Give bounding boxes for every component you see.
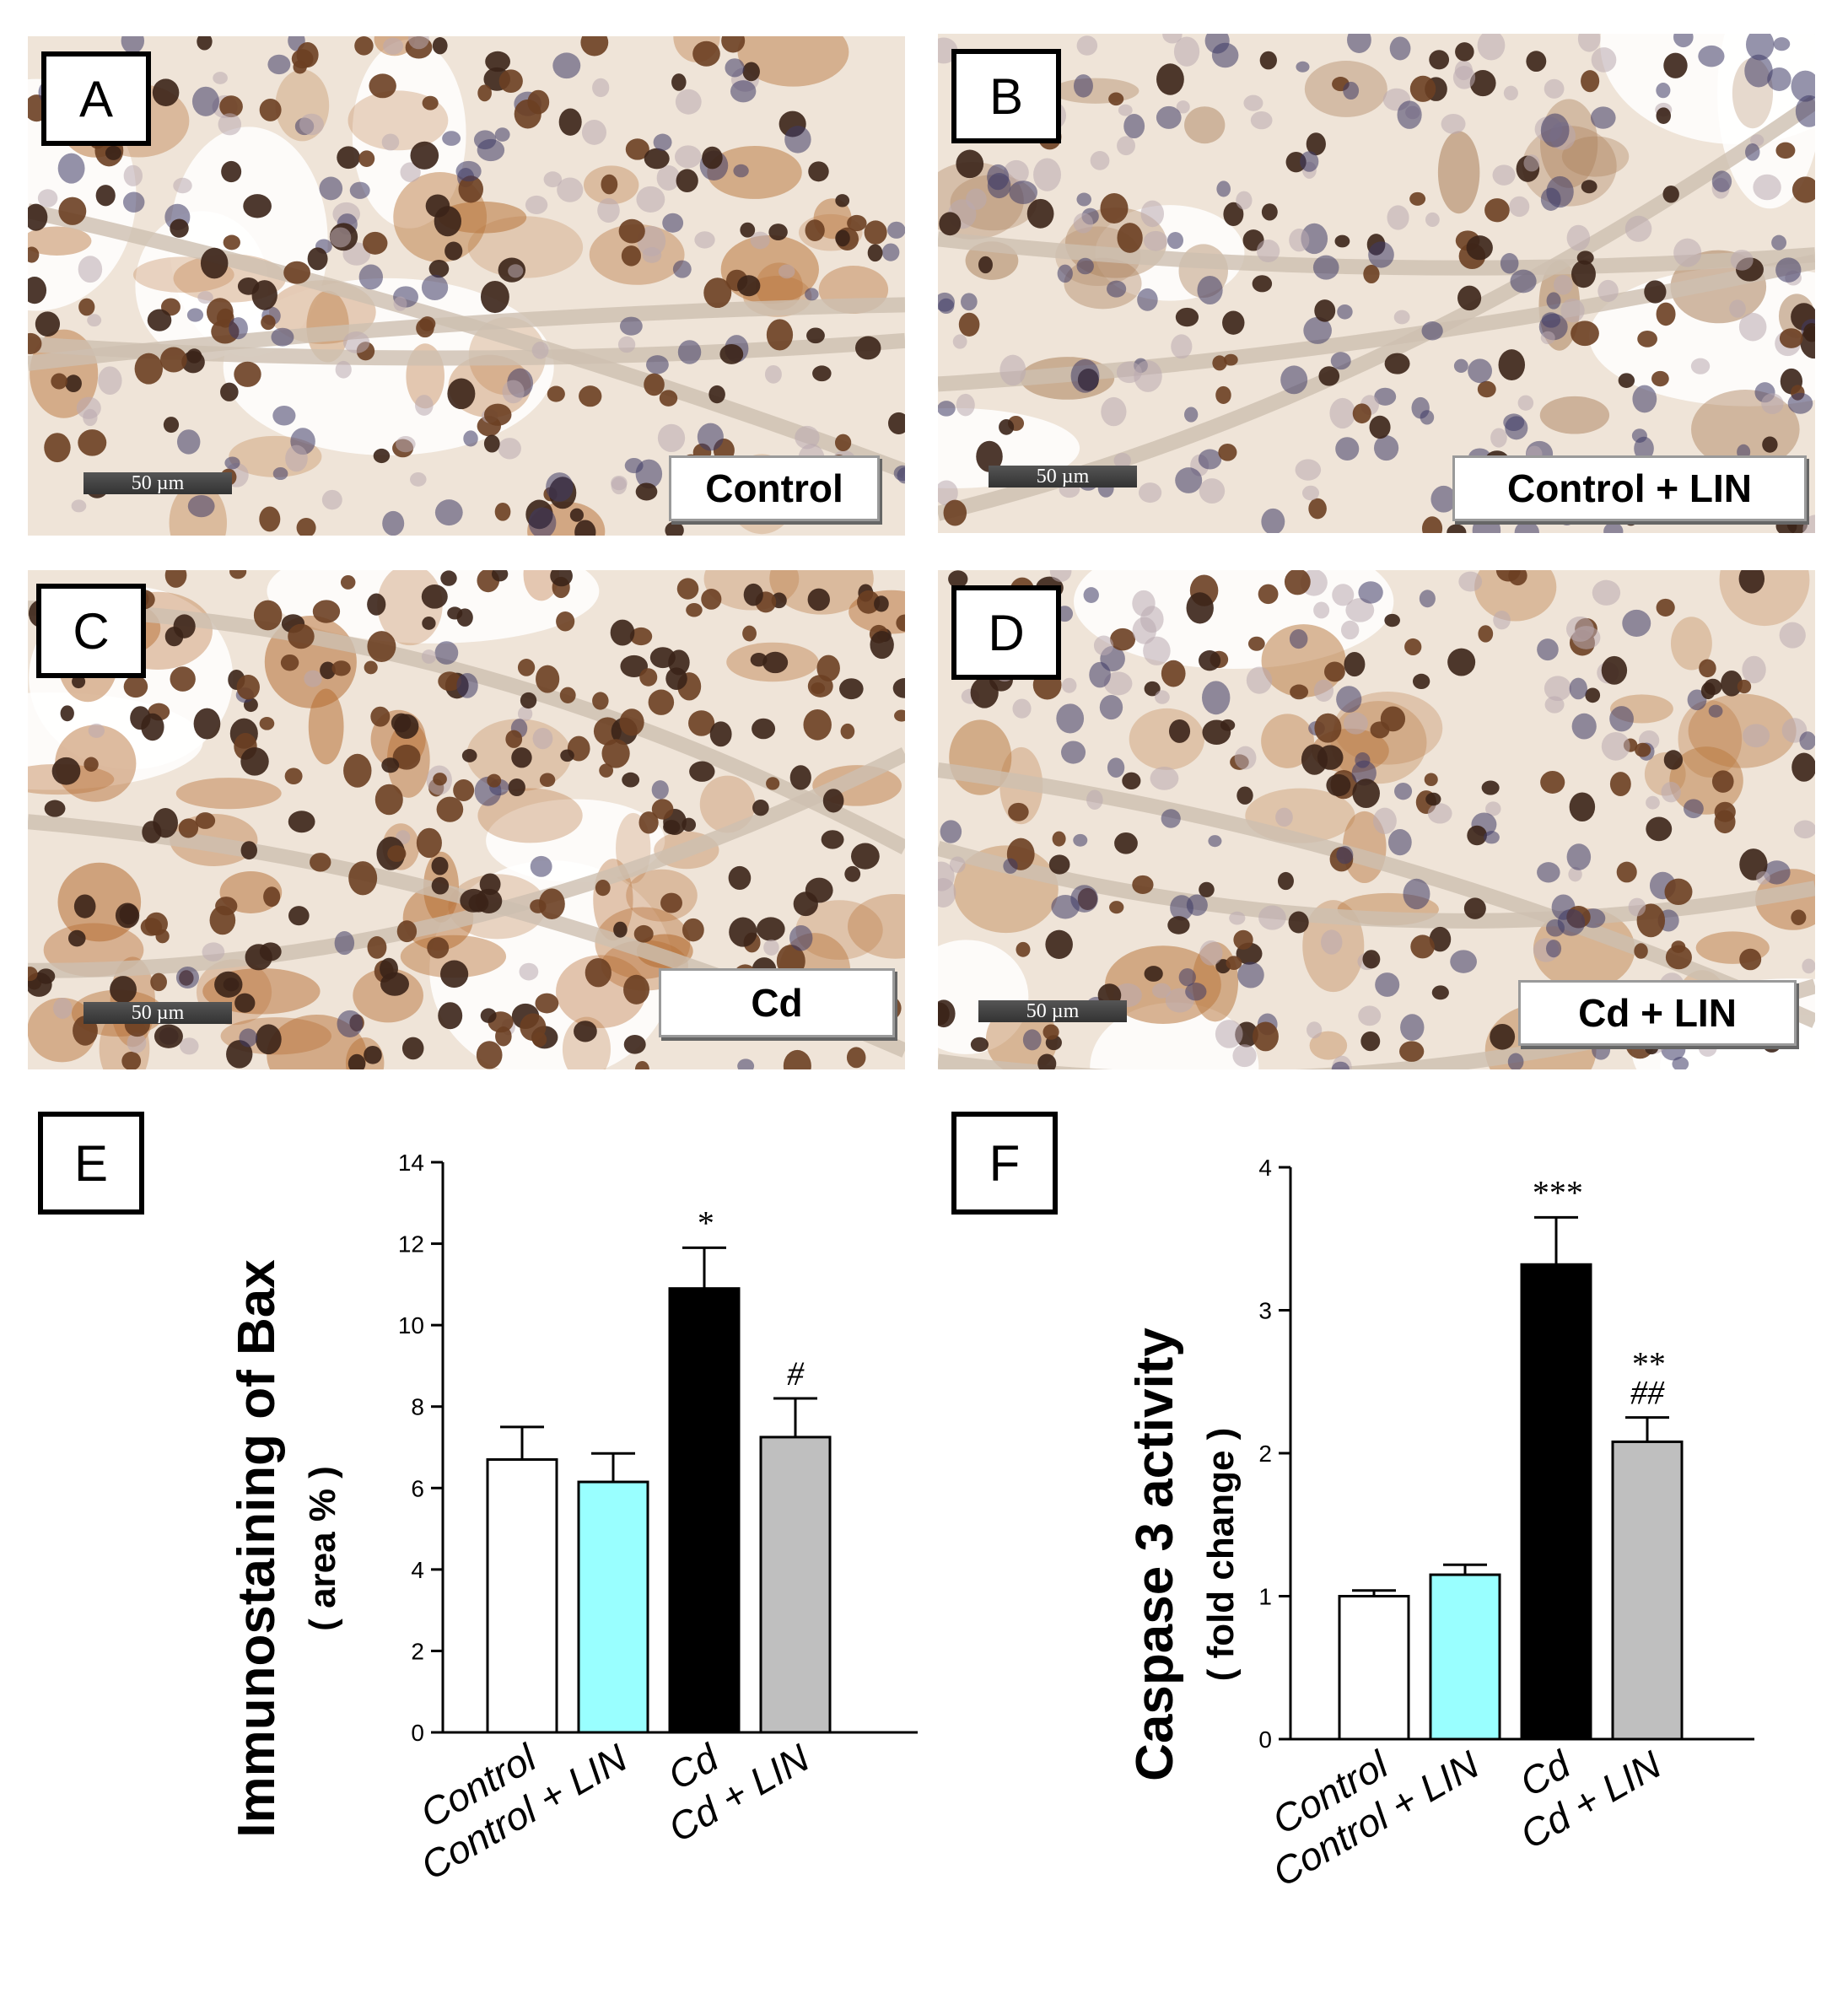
y-tick-label: 0 — [1258, 1726, 1272, 1753]
bar-control-lin — [577, 1480, 649, 1734]
y-tick-label: 12 — [398, 1231, 424, 1258]
scale-bar-d: 50 µm — [978, 1000, 1127, 1022]
bar-cd — [668, 1287, 741, 1734]
group-label-a: Control — [669, 455, 880, 521]
bar-control — [486, 1457, 558, 1734]
y-axis-sublabel: ( area % ) — [302, 1466, 343, 1631]
significance-mark: ** — [1630, 1345, 1664, 1383]
bar-cd-lin — [1611, 1440, 1684, 1741]
group-label-b: Control + LIN — [1452, 455, 1807, 521]
scale-bar-a: 50 µm — [84, 472, 232, 494]
panel-letter-d: D — [951, 585, 1061, 680]
bar-cd-lin — [759, 1435, 832, 1734]
bar-control-lin — [1429, 1573, 1501, 1741]
micrograph-a-texture — [28, 36, 905, 536]
y-tick-label: 14 — [398, 1150, 424, 1176]
micrograph-b-texture — [938, 34, 1815, 533]
panel-letter-e: E — [38, 1112, 144, 1215]
panel-letter-f: F — [951, 1112, 1058, 1215]
y-tick-label: 2 — [411, 1638, 424, 1664]
y-tick-label: 2 — [1258, 1441, 1272, 1467]
micrograph-c-texture — [28, 570, 905, 1069]
significance-mark: # — [787, 1355, 805, 1392]
panel-letter-c: C — [36, 584, 146, 678]
y-tick-label: 10 — [398, 1312, 424, 1339]
y-tick-label: 0 — [411, 1720, 424, 1746]
y-axis-label: Immunostaining of Bax — [228, 1259, 286, 1838]
significance-mark: ## — [1630, 1374, 1665, 1412]
micrograph-c: C 50 µm Cd — [28, 570, 905, 1069]
micrograph-d: D 50 µm Cd + LIN — [938, 570, 1815, 1069]
significance-mark: *** — [1531, 1173, 1581, 1211]
group-label-c: Cd — [659, 968, 895, 1037]
bar-control — [1338, 1595, 1410, 1741]
micrograph-b: B 50 µm Control + LIN — [938, 34, 1815, 533]
significance-mark: * — [696, 1204, 713, 1242]
y-tick-label: 8 — [411, 1394, 424, 1420]
scale-bar-c: 50 µm — [84, 1002, 232, 1024]
scale-bar-b: 50 µm — [989, 466, 1137, 487]
group-label-d: Cd + LIN — [1518, 980, 1797, 1046]
y-tick-label: 1 — [1258, 1584, 1272, 1610]
y-axis-label: Caspase 3 activity — [1126, 1328, 1184, 1781]
y-tick-label: 3 — [1258, 1298, 1272, 1324]
y-tick-label: 4 — [1258, 1155, 1272, 1181]
y-tick-label: 6 — [411, 1475, 424, 1501]
y-axis-sublabel: ( fold change ) — [1200, 1428, 1242, 1682]
y-tick-label: 4 — [411, 1557, 424, 1583]
bar-cd — [1520, 1263, 1592, 1741]
micrograph-a: A 50 µm Control — [28, 36, 905, 536]
panel-letter-a: A — [41, 51, 151, 146]
panel-letter-b: B — [951, 49, 1061, 143]
